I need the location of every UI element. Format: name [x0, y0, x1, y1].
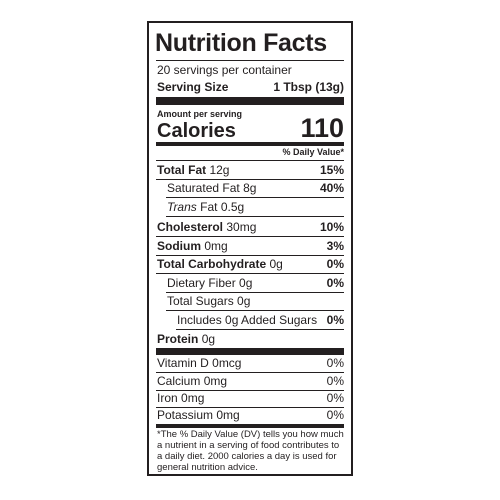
thick-rule	[156, 424, 344, 428]
rule	[176, 329, 344, 330]
nutrient-amount: 0g	[269, 257, 283, 271]
title: Nutrition Facts	[155, 29, 327, 57]
nutrient-name: Calcium	[157, 374, 201, 388]
nutrient-row: Calcium 0mg 0%	[157, 372, 344, 390]
nutrient-dv: 0%	[326, 356, 344, 370]
dv-header: % Daily Value*	[282, 147, 344, 157]
nutrient-row: Vitamin D 0mcg 0%	[157, 354, 344, 372]
calories-label: Calories	[157, 120, 236, 142]
nutrient-amount: 0mcg	[212, 356, 242, 370]
amount-per-serving: Amount per serving	[157, 109, 243, 119]
nutrient-dv: 3%	[326, 239, 344, 253]
rule	[156, 407, 344, 408]
nutrient-row: Dietary Fiber 0g 0%	[167, 274, 344, 292]
thick-rule	[156, 348, 344, 355]
rule	[166, 197, 344, 198]
nutrient-name: Potassium	[157, 408, 214, 422]
nutrient-amount: 8g	[243, 181, 257, 195]
nutrient-dv: 40%	[319, 181, 344, 195]
nutrient-dv: 0%	[326, 391, 344, 405]
nutrient-dv: 10%	[319, 220, 344, 234]
serving-size-label: Serving Size	[157, 80, 229, 94]
nutrient-name: Dietary Fiber	[167, 276, 236, 290]
thick-rule	[156, 97, 344, 105]
nutrient-amount: 12g	[209, 163, 230, 177]
rule	[156, 179, 344, 180]
nutrient-amount: 0g	[201, 332, 216, 346]
calories-value: 110	[300, 113, 344, 143]
nutrition-label: Nutrition Facts 20 servings per containe…	[147, 21, 353, 476]
nutrient-name: Total Carbohydrate	[157, 257, 267, 271]
rule	[166, 310, 344, 311]
nutrient-dv: 0%	[326, 408, 344, 422]
nutrient-row: Trans Fat 0.5g	[167, 198, 344, 216]
rule	[166, 216, 344, 217]
nutrient-row: Iron 0mg 0%	[157, 389, 344, 407]
nutrient-name: Vitamin D	[157, 356, 209, 370]
nutrient-amount: 0mg	[216, 408, 240, 422]
nutrient-dv: 0%	[326, 374, 344, 388]
rule	[156, 236, 344, 237]
nutrient-name: Fat	[200, 200, 218, 214]
nutrient-name: Cholesterol	[157, 220, 224, 234]
nutrient-row: Includes 0g Added Sugars 0%	[177, 311, 344, 329]
rule	[156, 160, 344, 161]
nutrient-row: Cholesterol 30mg 10%	[157, 218, 344, 236]
rule	[156, 390, 344, 391]
nutrient-dv: 15%	[319, 163, 344, 177]
medium-rule	[156, 142, 344, 146]
nutrient-amount: 0mg	[204, 239, 228, 253]
serving-size-row: Serving Size 1 Tbsp (13g)	[157, 78, 344, 96]
nutrient-row: Total Sugars 0g	[167, 292, 344, 310]
nutrient-row: Saturated Fat 8g 40%	[167, 179, 344, 197]
nutrient-name: Total Sugars	[167, 294, 234, 308]
nutrient-dv: 0%	[326, 276, 344, 290]
nutrient-dv: 0%	[326, 257, 344, 271]
nutrient-name: Iron	[157, 391, 178, 405]
nutrient-amount: 0mg	[203, 374, 228, 388]
serving-size-value: 1 Tbsp (13g)	[273, 80, 344, 94]
nutrient-name: Sodium	[157, 239, 201, 253]
nutrient-amount: 30mg	[226, 220, 257, 234]
nutrient-name: Protein	[157, 332, 199, 346]
servings: 20 servings per container	[157, 63, 292, 77]
nutrient-amount: 0g	[239, 276, 253, 290]
rule	[156, 60, 344, 61]
rule	[156, 273, 344, 274]
rule	[156, 255, 344, 256]
rule	[156, 372, 344, 373]
nutrient-row: Protein 0g	[157, 330, 344, 348]
nutrient-row: Sodium 0mg 3%	[157, 237, 344, 255]
rule	[166, 292, 344, 293]
nutrient-dv: 0%	[326, 313, 344, 327]
nutrient-row: Potassium 0mg 0%	[157, 406, 344, 424]
nutrient-name: Includes 0g Added Sugars	[177, 313, 318, 327]
nutrient-amount: 0mg	[181, 391, 205, 405]
nutrient-amount: 0g	[237, 294, 251, 308]
nutrient-row: Total Fat 12g 15%	[157, 161, 344, 179]
name-italic: Trans	[167, 200, 197, 214]
footnote: *The % Daily Value (DV) tells you how mu…	[157, 429, 344, 473]
nutrient-row: Total Carbohydrate 0g 0%	[157, 255, 344, 273]
nutrient-name: Total Fat	[157, 163, 207, 177]
nutrient-amount: 0.5g	[220, 200, 245, 214]
nutrient-name: Saturated Fat	[167, 181, 240, 195]
